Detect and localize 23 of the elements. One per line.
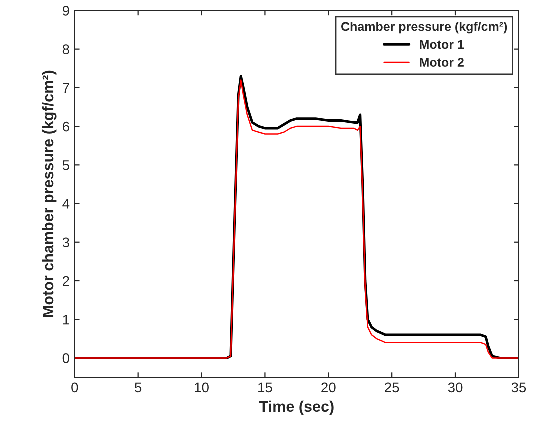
x-tick-label: 0 <box>72 382 78 393</box>
y-tick-label: 5 <box>62 160 70 170</box>
y-axis-title: Motor chamber pressure (kgf/cm²) <box>42 70 57 318</box>
y-tick-label: 0 <box>62 354 70 364</box>
legend-title: Chamber pressure (kgf/cm²) <box>342 22 508 34</box>
y-tick-label: 7 <box>63 83 70 93</box>
y-tick-label: 1 <box>63 315 70 325</box>
x-tick-label: 5 <box>135 382 142 393</box>
y-tick-label: 4 <box>62 199 70 209</box>
x-tick-label: 10 <box>195 382 209 393</box>
x-tick-label: 15 <box>258 382 272 393</box>
y-tick-label: 8 <box>62 44 70 55</box>
y-tick-label: 9 <box>62 6 70 16</box>
x-tick-label: 30 <box>448 382 463 393</box>
x-tick-label: 20 <box>322 382 336 393</box>
y-tick-label: 2 <box>63 276 70 286</box>
x-tick-label: 25 <box>385 382 400 393</box>
legend-label: Motor 2 <box>420 58 464 68</box>
x-tick-label: 35 <box>512 382 526 393</box>
x-axis-title: Time (sec) <box>259 400 334 416</box>
y-tick-label: 6 <box>63 122 70 132</box>
y-tick-label: 3 <box>62 238 70 248</box>
legend-label: Motor 1 <box>420 40 464 50</box>
